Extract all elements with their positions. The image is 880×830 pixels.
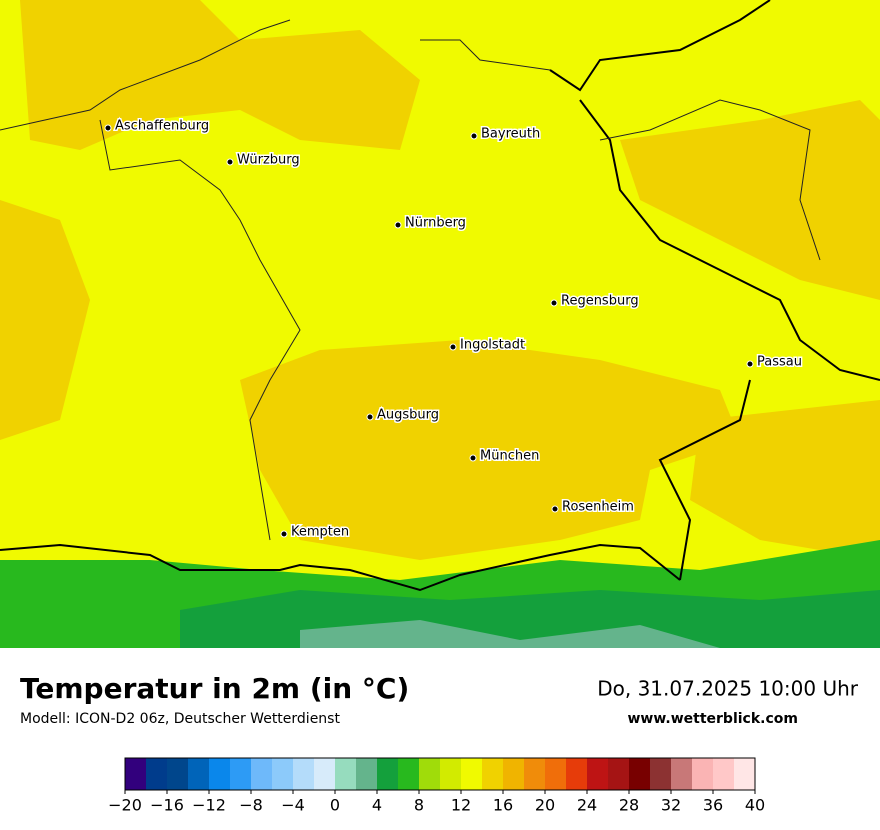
map: Aschaffenburg Würzburg Bayreuth Nürnberg Reg… bbox=[0, 0, 880, 648]
colorbar-tick-label: 4 bbox=[372, 796, 382, 815]
city-dot bbox=[394, 221, 402, 229]
city-label: Kempten bbox=[291, 525, 349, 540]
colorbar-tick-label: 16 bbox=[493, 796, 513, 815]
city-label: Regensburg bbox=[561, 294, 639, 309]
colorbar-tick-label: −4 bbox=[281, 796, 305, 815]
colorbar-segment bbox=[503, 758, 524, 790]
city-dot bbox=[469, 454, 477, 462]
colorbar-segment bbox=[314, 758, 335, 790]
colorbar-segment bbox=[734, 758, 755, 790]
city-dot bbox=[470, 132, 478, 140]
colorbar-segment bbox=[167, 758, 188, 790]
colorbar-segment bbox=[461, 758, 482, 790]
colorbar-segment bbox=[566, 758, 587, 790]
colorbar-tick-label: 32 bbox=[661, 796, 681, 815]
city-label: Rosenheim bbox=[562, 500, 634, 515]
datetime: Do, 31.07.2025 10:00 Uhr bbox=[597, 677, 859, 701]
colorbar-segment bbox=[419, 758, 440, 790]
city-label: München bbox=[480, 449, 539, 464]
city-dot bbox=[280, 530, 288, 538]
colorbar-segment bbox=[251, 758, 272, 790]
colorbar-segment bbox=[146, 758, 167, 790]
colorbar-tick-label: 8 bbox=[414, 796, 424, 815]
colorbar: −20 −16 −12 −8 −4 0 4 8 12 16 20 24 28 32 36 40 bbox=[108, 757, 765, 815]
colorbar-segment bbox=[188, 758, 209, 790]
subtitle: Modell: ICON-D2 06z, Deutscher Wetterdie… bbox=[20, 711, 340, 727]
city-dot bbox=[550, 299, 558, 307]
colorbar-segment bbox=[335, 758, 356, 790]
colorbar-segment bbox=[356, 758, 377, 790]
city-dot bbox=[551, 505, 559, 513]
colorbar-segment bbox=[377, 758, 398, 790]
colorbar-tick-label: 12 bbox=[451, 796, 471, 815]
warm-area bbox=[0, 200, 90, 440]
colorbar-segment bbox=[272, 758, 293, 790]
colorbar-segment bbox=[440, 758, 461, 790]
colorbar-segment bbox=[209, 758, 230, 790]
city-dot bbox=[746, 360, 754, 368]
colorbar-tick-label: 0 bbox=[330, 796, 340, 815]
colorbar-tick-label: 20 bbox=[535, 796, 555, 815]
colorbar-segment bbox=[692, 758, 713, 790]
city-label: Würzburg bbox=[237, 153, 300, 168]
colorbar-segment bbox=[629, 758, 650, 790]
city-dot bbox=[226, 158, 234, 166]
alps bbox=[300, 620, 720, 648]
colorbar-segment bbox=[398, 758, 419, 790]
colorbar-segment bbox=[230, 758, 251, 790]
colorbar-tick-label: −8 bbox=[239, 796, 263, 815]
city-label: Ingolstadt bbox=[460, 338, 525, 353]
colorbar-segment bbox=[671, 758, 692, 790]
warm-area bbox=[690, 400, 880, 560]
colorbar-tick-label: −20 bbox=[108, 796, 142, 815]
city-label: Aschaffenburg bbox=[115, 119, 209, 134]
city-dot bbox=[104, 124, 112, 132]
colorbar-segment bbox=[608, 758, 629, 790]
colorbar-segment bbox=[482, 758, 503, 790]
colorbar-tick-label: 40 bbox=[745, 796, 765, 815]
city-label: Bayreuth bbox=[481, 127, 540, 142]
colorbar-tick-label: −16 bbox=[150, 796, 184, 815]
colorbar-segment bbox=[587, 758, 608, 790]
colorbar-segment bbox=[650, 758, 671, 790]
state-border bbox=[0, 19, 821, 541]
colorbar-segment bbox=[545, 758, 566, 790]
title: Temperatur in 2m (in °C) bbox=[20, 672, 409, 705]
colorbar-segment bbox=[125, 758, 146, 790]
colorbar-tick-label: 36 bbox=[703, 796, 723, 815]
city-labels: Aschaffenburg Würzburg Bayreuth Nürnberg Reg… bbox=[104, 117, 803, 541]
city-dot bbox=[449, 343, 457, 351]
website: www.wetterblick.com bbox=[628, 711, 799, 727]
colorbar-tick-label: −12 bbox=[192, 796, 226, 815]
colorbar-segment bbox=[293, 758, 314, 790]
warm-area bbox=[620, 100, 880, 300]
city-label: Passau bbox=[757, 355, 802, 370]
colorbar-frame bbox=[124, 757, 756, 791]
national-border bbox=[0, 0, 880, 592]
city-dot bbox=[366, 413, 374, 421]
warm-area bbox=[240, 340, 740, 560]
city-label: Nürnberg bbox=[405, 216, 466, 231]
colorbar-tick-label: 28 bbox=[619, 796, 639, 815]
colorbar-segment bbox=[524, 758, 545, 790]
colorbar-tick-label: 24 bbox=[577, 796, 597, 815]
city-label: Augsburg bbox=[377, 408, 439, 423]
colorbar-segment bbox=[713, 758, 734, 790]
warm-area bbox=[20, 0, 420, 150]
